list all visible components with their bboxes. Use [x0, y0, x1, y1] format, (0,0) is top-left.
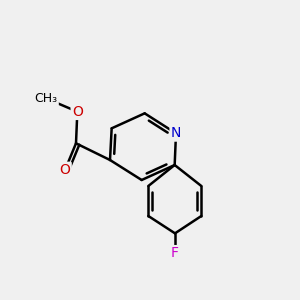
- Text: CH₃: CH₃: [34, 92, 58, 105]
- Text: O: O: [60, 163, 70, 177]
- Text: O: O: [72, 105, 83, 119]
- Text: N: N: [171, 126, 181, 140]
- Text: F: F: [171, 246, 179, 260]
